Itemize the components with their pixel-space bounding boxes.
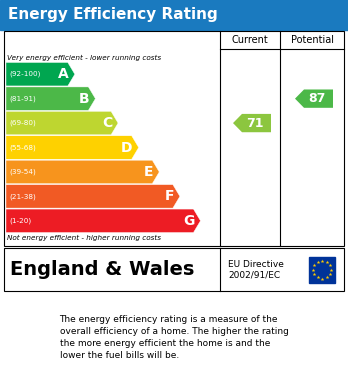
Bar — [0, 0, 348, 30]
Text: (21-38): (21-38) — [9, 193, 36, 200]
Polygon shape — [6, 136, 139, 159]
Text: EU Directive
2002/91/EC: EU Directive 2002/91/EC — [228, 260, 284, 279]
Polygon shape — [6, 185, 180, 208]
Text: A: A — [58, 67, 69, 81]
Polygon shape — [6, 209, 200, 233]
Text: (55-68): (55-68) — [9, 144, 36, 151]
Text: Potential: Potential — [291, 35, 333, 45]
Polygon shape — [6, 160, 159, 184]
Polygon shape — [233, 114, 271, 132]
Text: (69-80): (69-80) — [9, 120, 36, 126]
Polygon shape — [295, 90, 333, 108]
Text: England & Wales: England & Wales — [10, 260, 195, 279]
Text: Current: Current — [232, 35, 268, 45]
Polygon shape — [6, 111, 118, 135]
Bar — [309, 256, 335, 283]
Text: (39-54): (39-54) — [9, 169, 36, 175]
Text: Not energy efficient - higher running costs: Not energy efficient - higher running co… — [7, 235, 161, 241]
Text: 71: 71 — [246, 117, 264, 129]
Text: Very energy efficient - lower running costs: Very energy efficient - lower running co… — [7, 55, 161, 61]
Bar — [4, 31, 344, 246]
Text: F: F — [164, 189, 174, 203]
Text: B: B — [79, 91, 89, 106]
Text: (81-91): (81-91) — [9, 95, 36, 102]
Polygon shape — [6, 63, 75, 86]
Text: E: E — [144, 165, 153, 179]
Text: The energy efficiency rating is a measure of the
overall efficiency of a home. T: The energy efficiency rating is a measur… — [60, 315, 288, 360]
Text: G: G — [183, 214, 195, 228]
Text: Energy Efficiency Rating: Energy Efficiency Rating — [8, 7, 218, 23]
Text: (1-20): (1-20) — [9, 217, 31, 224]
Text: C: C — [102, 116, 112, 130]
Polygon shape — [6, 87, 95, 110]
Text: 87: 87 — [308, 92, 326, 105]
Bar — [4, 248, 344, 291]
Text: D: D — [121, 140, 133, 154]
Text: (92-100): (92-100) — [9, 71, 40, 77]
